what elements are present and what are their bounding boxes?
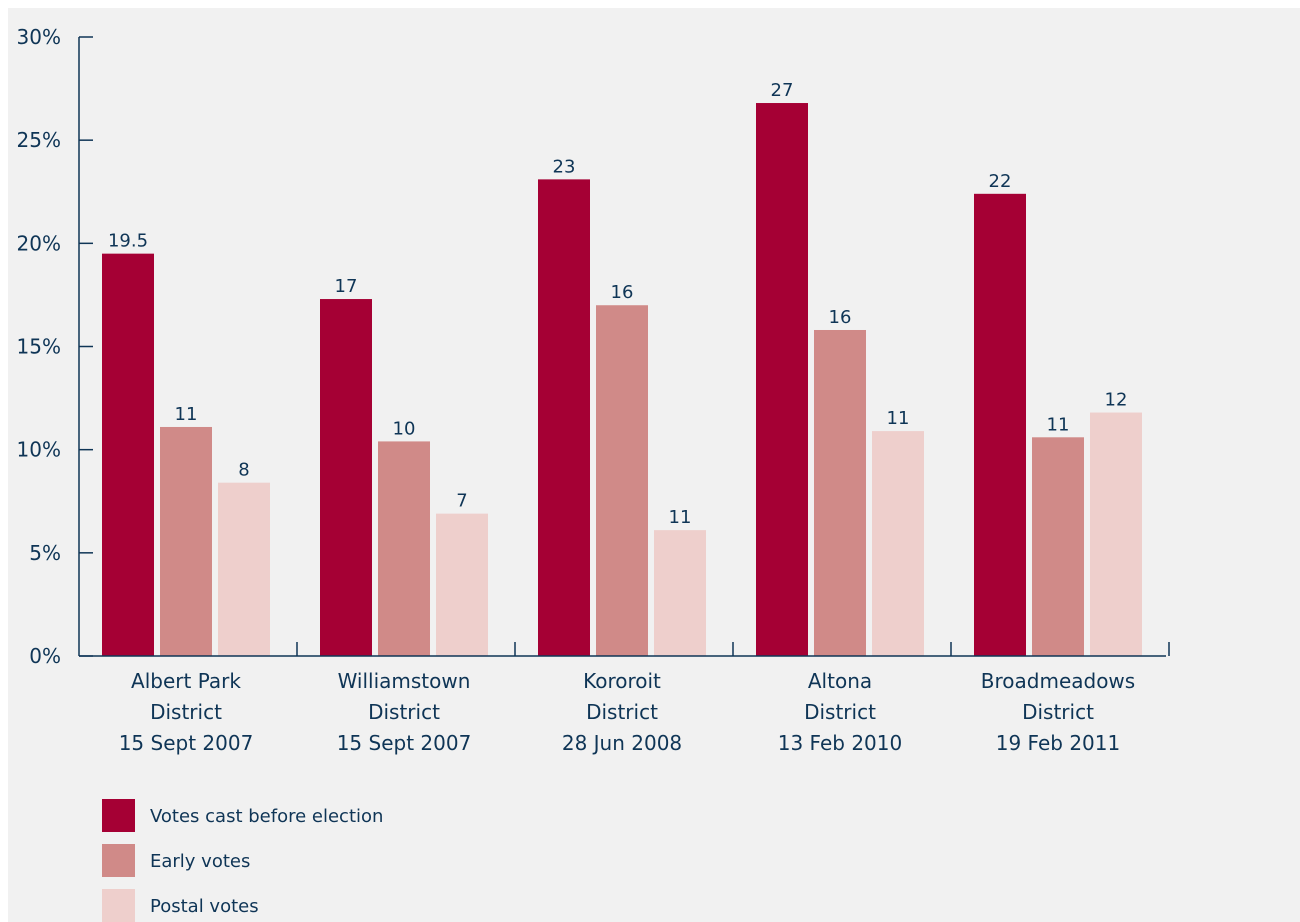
- category-label: District: [586, 700, 658, 724]
- bar: [1032, 437, 1084, 656]
- category-label: 15 Sept 2007: [337, 731, 472, 755]
- category-label: 15 Sept 2007: [119, 731, 254, 755]
- category-label: Broadmeadows: [981, 669, 1135, 693]
- category-label: Kororoit: [583, 669, 661, 693]
- y-tick-label: 10%: [17, 438, 61, 462]
- bar: [872, 431, 924, 656]
- legend-swatch: [102, 889, 135, 922]
- bar: [320, 299, 372, 656]
- bar: [814, 329, 866, 656]
- legend-label: Early votes: [150, 851, 250, 872]
- bar: [538, 179, 590, 656]
- category-label: Altona: [808, 669, 872, 693]
- y-tick-label: 5%: [29, 541, 61, 565]
- bar: [756, 103, 808, 656]
- legend-label: Postal votes: [150, 896, 259, 917]
- category-label: Albert Park: [131, 669, 241, 693]
- y-tick-label: 30%: [17, 25, 61, 49]
- data-label: 12: [1105, 390, 1128, 411]
- category-label: District: [804, 700, 876, 724]
- category-label: District: [368, 700, 440, 724]
- bar: [974, 193, 1026, 656]
- data-label: 11: [1047, 414, 1070, 435]
- y-tick-label: 25%: [17, 128, 61, 152]
- x-axis-ticks: [296, 642, 1170, 656]
- y-tick-label: 20%: [17, 231, 61, 255]
- data-label: 22: [989, 171, 1012, 192]
- data-label: 11: [669, 507, 692, 528]
- bar: [436, 513, 488, 656]
- y-tick-label: 0%: [29, 644, 61, 668]
- data-label: 27: [771, 80, 794, 101]
- data-label: 16: [611, 282, 634, 303]
- y-tick-label: 15%: [17, 335, 61, 359]
- category-labels: Albert Park District 15 Sept 2007 Williamst…: [119, 669, 1136, 755]
- data-label: 17: [335, 276, 358, 297]
- category-label: 28 Jun 2008: [562, 731, 682, 755]
- bar: [160, 426, 212, 656]
- category-label: District: [1022, 700, 1094, 724]
- data-label: 11: [887, 408, 910, 429]
- data-label: 23: [553, 156, 576, 177]
- chart-panel: 0% 5% 10% 15% 20% 25% 30% 19.5 11 8 17 10 7 23 16 11 27…: [8, 8, 1300, 922]
- data-label: 16: [829, 307, 852, 328]
- data-labels: 19.5 11 8 17 10 7 23 16 11 27 16 11 22 11 12: [108, 80, 1127, 528]
- legend-swatch: [102, 844, 135, 877]
- category-label: 13 Feb 2010: [778, 731, 902, 755]
- y-axis-ticks: 0% 5% 10% 15% 20% 25% 30%: [17, 25, 93, 668]
- bar: [218, 482, 270, 656]
- data-label: 19.5: [108, 231, 148, 252]
- bar: [102, 253, 154, 656]
- bar-chart: 0% 5% 10% 15% 20% 25% 30% 19.5 11 8 17 10 7 23 16 11 27…: [17, 25, 1170, 922]
- bar: [654, 530, 706, 656]
- legend: Votes cast before election Early votes Pos…: [102, 799, 383, 922]
- bars: [102, 103, 1142, 656]
- category-label: 19 Feb 2011: [996, 731, 1120, 755]
- category-label: Williamstown: [338, 669, 471, 693]
- data-label: 10: [393, 418, 416, 439]
- data-label: 11: [175, 404, 198, 425]
- data-label: 7: [456, 491, 467, 512]
- bar: [1090, 412, 1142, 656]
- bar: [378, 441, 430, 656]
- bar: [596, 305, 648, 656]
- legend-label: Votes cast before election: [150, 806, 383, 827]
- legend-swatch: [102, 799, 135, 832]
- data-label: 8: [238, 460, 249, 481]
- category-label: District: [150, 700, 222, 724]
